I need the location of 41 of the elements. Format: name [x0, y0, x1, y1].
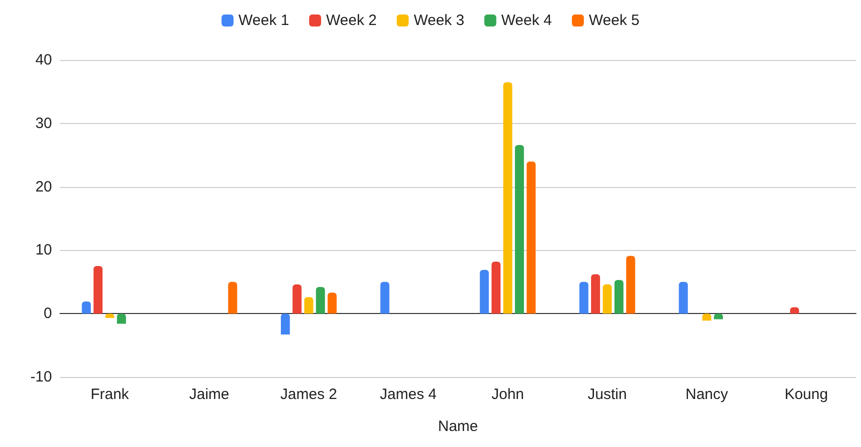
x-tick-label: Jaime [189, 386, 230, 403]
x-tick-label: Justin [588, 386, 627, 403]
bar [228, 282, 238, 314]
y-tick-label: -10 [30, 368, 52, 386]
bar [94, 266, 103, 314]
x-tick-label: Koung [784, 386, 828, 403]
legend-label: Week 5 [588, 12, 640, 29]
bar [480, 270, 489, 314]
x-tick-label: James 2 [280, 386, 338, 403]
y-tick-label: 0 [44, 305, 52, 322]
y-tick-label: 40 [35, 52, 52, 68]
bar [316, 286, 325, 314]
legend-label: Week 1 [238, 12, 290, 29]
legend-label: Week 2 [326, 12, 377, 29]
x-tick-label: John [491, 386, 524, 403]
bar [626, 256, 636, 314]
bar [614, 280, 624, 314]
bar [503, 82, 512, 314]
bar [380, 282, 390, 314]
bar [82, 302, 91, 314]
bar [514, 144, 524, 314]
x-tick-label: Nancy [685, 386, 728, 403]
x-tick-label: Frank [90, 386, 130, 403]
bar [678, 282, 688, 314]
bar [328, 292, 337, 314]
x-tick-label: James 4 [380, 386, 437, 403]
bar [579, 282, 588, 314]
bar [602, 284, 612, 314]
legend-label: Week 3 [414, 12, 464, 29]
x-axis-title: Name [438, 418, 478, 435]
bar [591, 274, 600, 314]
y-tick-label: 20 [35, 178, 52, 196]
y-tick-label: 30 [35, 114, 52, 132]
bar [280, 314, 290, 335]
bar [116, 314, 126, 324]
y-tick-label: 10 [35, 242, 52, 259]
legend-label: Week 4 [501, 12, 552, 29]
bar [526, 161, 536, 314]
bar [492, 262, 501, 314]
bar [292, 284, 302, 314]
bar [304, 297, 314, 314]
